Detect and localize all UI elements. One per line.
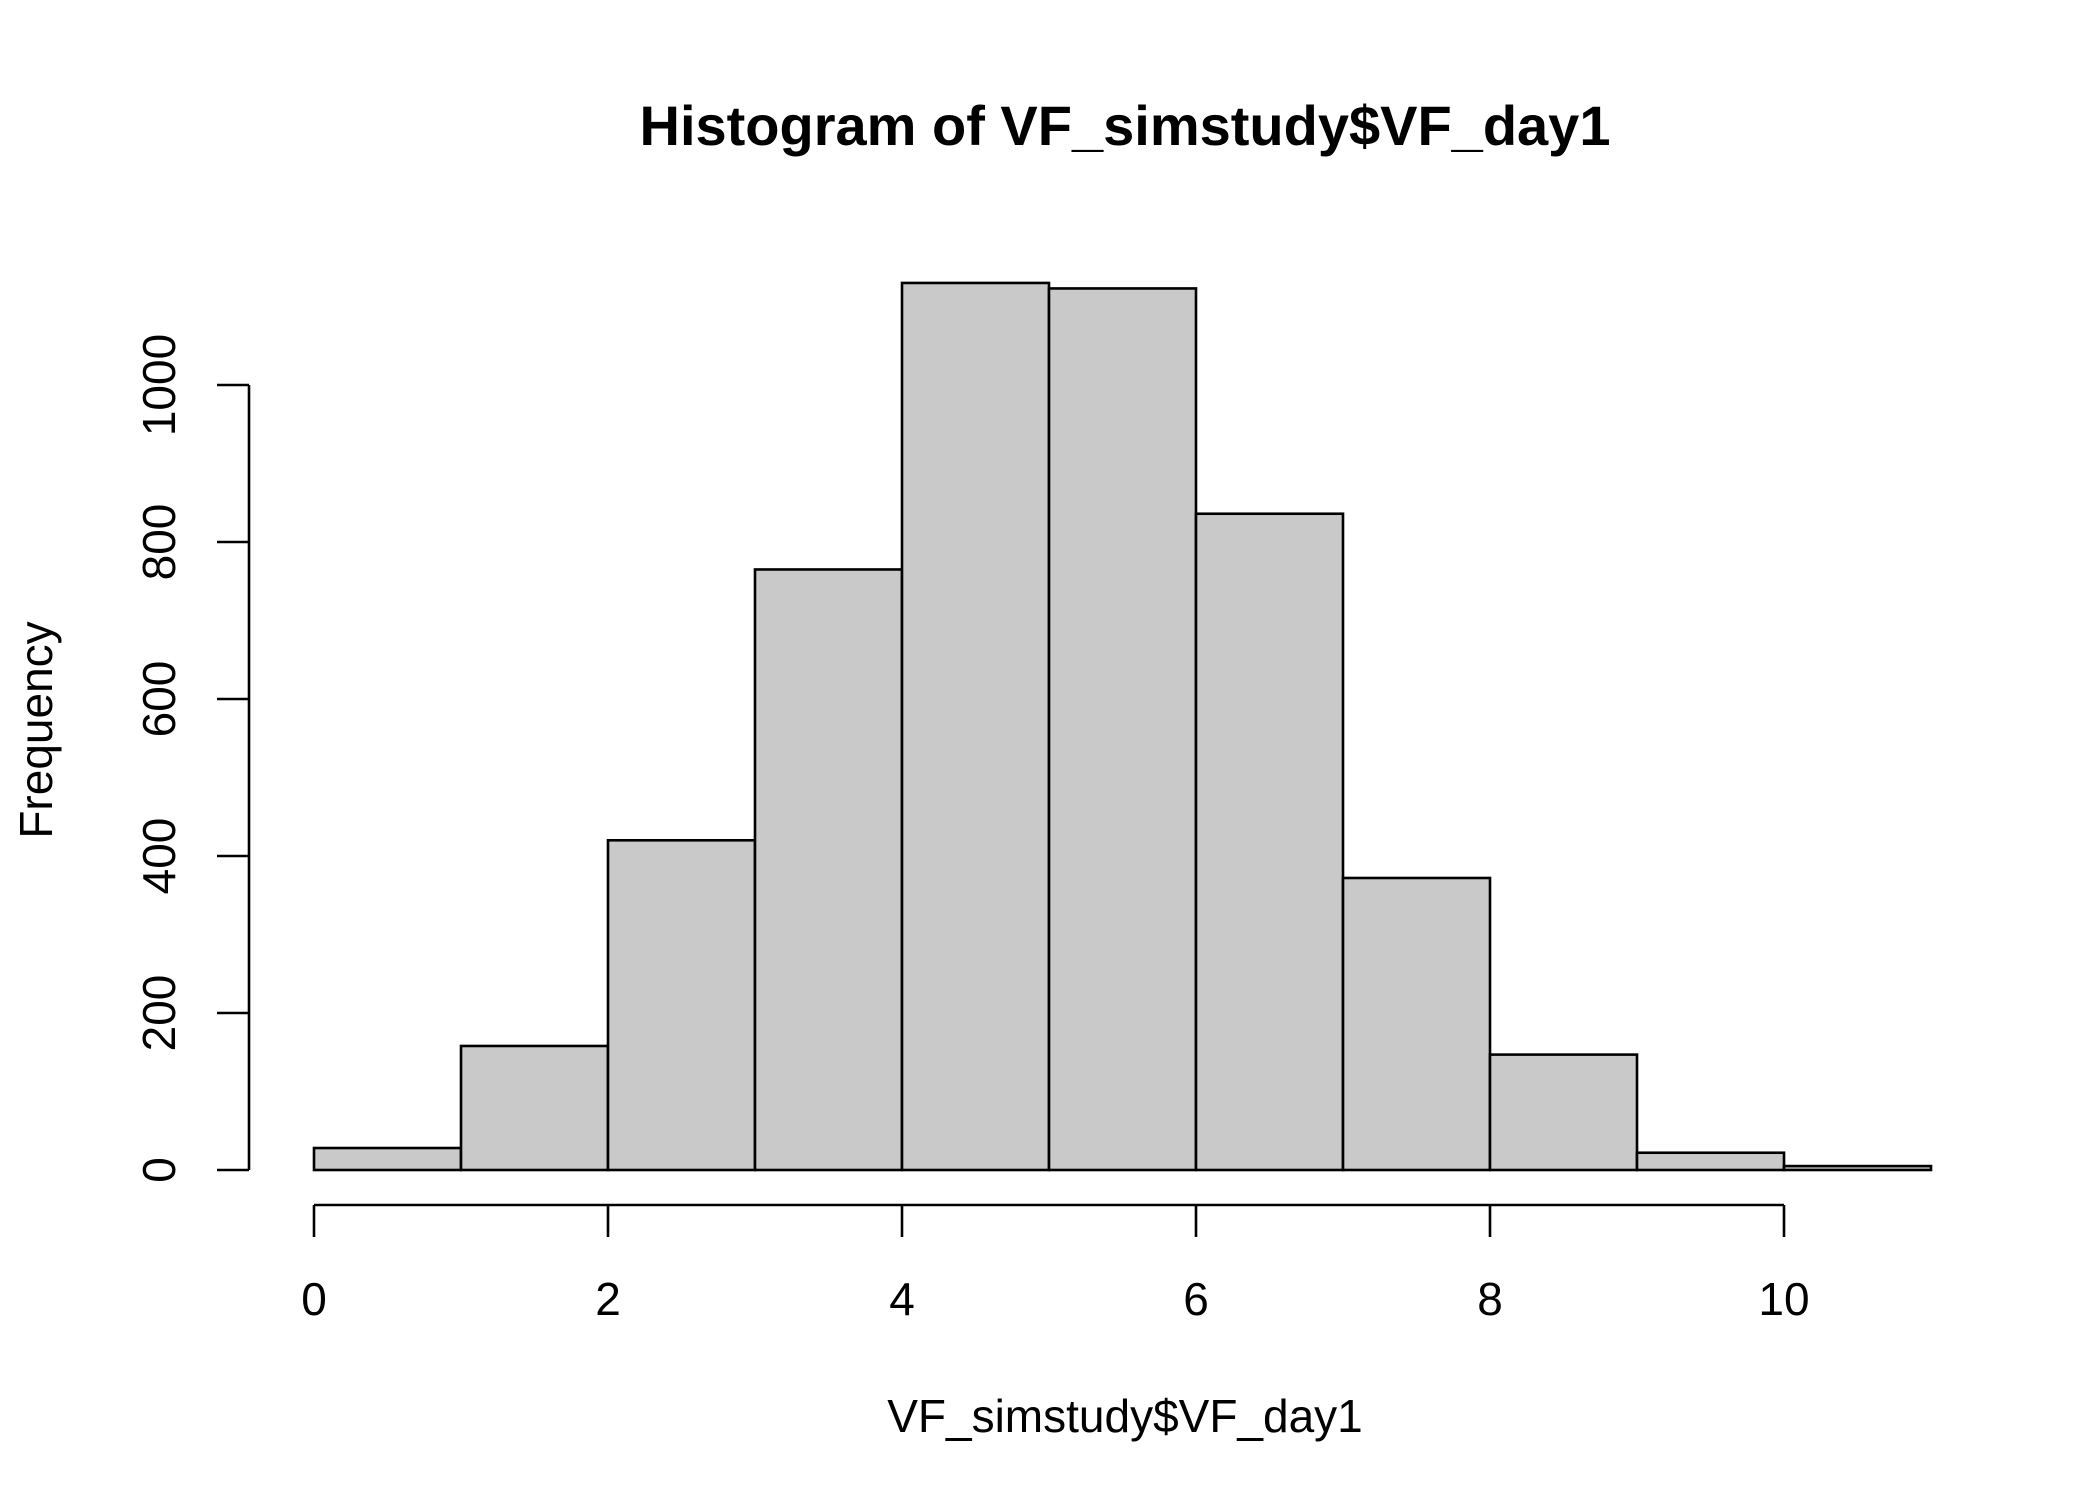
x-tick-label: 2 (595, 1273, 621, 1325)
y-axis-label: Frequency (10, 621, 62, 838)
y-tick-label: 600 (133, 661, 185, 738)
histogram-bar (606, 838, 757, 1172)
y-tick-label: 400 (133, 818, 185, 895)
x-tick-label: 10 (1758, 1273, 1809, 1325)
histogram-bar (1635, 1151, 1786, 1172)
x-tick-label: 6 (1183, 1273, 1209, 1325)
histogram-bar (1782, 1164, 1933, 1172)
histogram-bar (900, 281, 1051, 1172)
x-tick-label: 0 (301, 1273, 327, 1325)
histogram-bar (753, 568, 904, 1172)
y-tick-label: 1000 (133, 334, 185, 436)
histogram-bar (1488, 1053, 1639, 1172)
bars-group (312, 281, 1933, 1172)
x-tick-label: 4 (889, 1273, 915, 1325)
chart-title: Histogram of VF_simstudy$VF_day1 (640, 94, 1611, 157)
x-tick-label: 8 (1477, 1273, 1503, 1325)
histogram-bar (1341, 876, 1492, 1172)
histogram-bar (459, 1044, 610, 1172)
y-tick-label: 800 (133, 504, 185, 581)
histogram-bar (1047, 287, 1198, 1172)
histogram-bar (312, 1146, 463, 1172)
x-axis-label: VF_simstudy$VF_day1 (887, 1390, 1363, 1442)
y-tick-label: 0 (133, 1157, 185, 1183)
x-axis: 0 2 4 6 8 10 (301, 1203, 1810, 1325)
histogram-bar (1194, 512, 1345, 1172)
y-tick-label: 200 (133, 975, 185, 1052)
y-axis: 0 200 400 600 800 1000 (133, 334, 251, 1183)
